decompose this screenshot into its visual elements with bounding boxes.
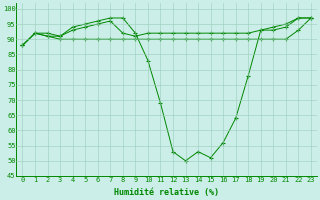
X-axis label: Humidité relative (%): Humidité relative (%) — [114, 188, 219, 197]
